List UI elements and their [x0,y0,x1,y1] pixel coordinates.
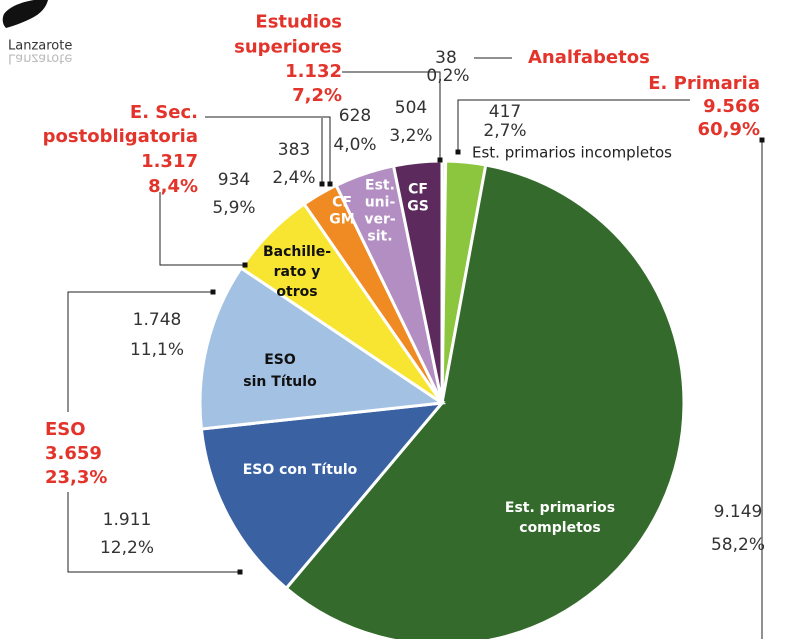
leader-dot [319,181,325,187]
text-line: CF [332,195,352,211]
text-line: CF [408,182,428,198]
leader-line [457,99,690,152]
text-line: postobligatoria [43,126,198,147]
text-line: Bachille- [263,244,331,260]
leader-dot [437,157,443,163]
text-line: sin Título [243,374,317,390]
leader-line [67,291,213,412]
value-label: 934 [218,170,250,190]
group-value: 1.132 [285,61,342,82]
slice-label: CF GS [407,182,429,215]
leader-dot [455,149,461,155]
leader-line [67,492,240,573]
text-line: ESO [264,352,296,368]
value-label: 383 [278,140,310,160]
slice-label: ESO sin Título [243,352,317,390]
group-percent: 23,3% [45,467,107,488]
leader-line [159,192,245,266]
percent-label: 2,4% [272,168,315,188]
value-label: 38 [435,48,457,68]
text-line: superiores [234,37,342,58]
text-line: E. Sec. [130,102,198,123]
value-label: 9.149 [714,502,763,522]
leader-dot [759,137,765,143]
group-percent: 8,4% [148,176,198,197]
value-label: 628 [339,106,371,126]
group-label: ESO [45,419,86,440]
percent-label: 12,2% [100,538,154,558]
slice-label: Est. primarios incompletos [472,144,672,162]
leader-dot [327,181,333,187]
text-line: Est. primarios [505,500,615,516]
group-label: E. Sec. postobligatoria [43,102,198,147]
slice-label: Bachille-rato y otros [263,244,331,300]
pie-slice [199,401,446,591]
text-line: GS [407,199,429,215]
percent-label: 2,7% [483,121,526,141]
text-line: GM [329,212,354,228]
value-label: 1.748 [133,310,182,330]
text-line: completos [519,520,600,536]
group-value: 1.317 [141,151,198,172]
percent-label: 0,2% [426,66,469,86]
text-line: sit. [367,229,392,245]
text-line: rato y [274,264,321,280]
leader-dot [210,289,216,295]
island-icon [2,0,49,28]
value-label: 1.911 [103,510,152,530]
group-label: E. Primaria [648,73,760,94]
group-value: 9.566 [703,96,760,117]
pie-slice [284,163,686,639]
pie [198,159,686,639]
group-percent: 60,9% [698,119,760,140]
text-line: uni- [365,195,396,211]
slice-label: Analfabetos [528,47,650,68]
leader-lines [67,57,763,639]
text-line: otros [276,284,317,300]
leader-line [205,116,331,184]
percent-label: 3,2% [389,126,432,146]
group-value: 3.659 [45,443,102,464]
percent-label: 58,2% [711,535,765,555]
slice-label: ESO con Título [243,462,358,478]
slice-label: Est. primarios completos [505,500,615,536]
text-line: Est. [365,178,395,194]
percent-label: 5,9% [212,198,255,218]
value-label: 417 [489,102,521,122]
percent-label: 4,0% [333,135,376,155]
group-label: Estudios superiores [234,12,342,58]
text-line: Estudios [255,12,342,33]
text-line: ver- [364,212,396,228]
region-reflection: Lanzarote [8,51,72,66]
leader-dot [237,569,243,575]
slice-label: Est. uni-ver-sit. [364,178,396,245]
group-percent: 7,2% [292,85,342,106]
pie-slice [198,265,447,431]
slice-label: CF GM [329,195,354,228]
leader-dot [242,262,248,268]
region-label: Lanzarote [8,39,72,54]
leader-line [342,71,441,160]
percent-label: 11,1% [130,340,184,360]
value-label: 504 [395,98,427,118]
